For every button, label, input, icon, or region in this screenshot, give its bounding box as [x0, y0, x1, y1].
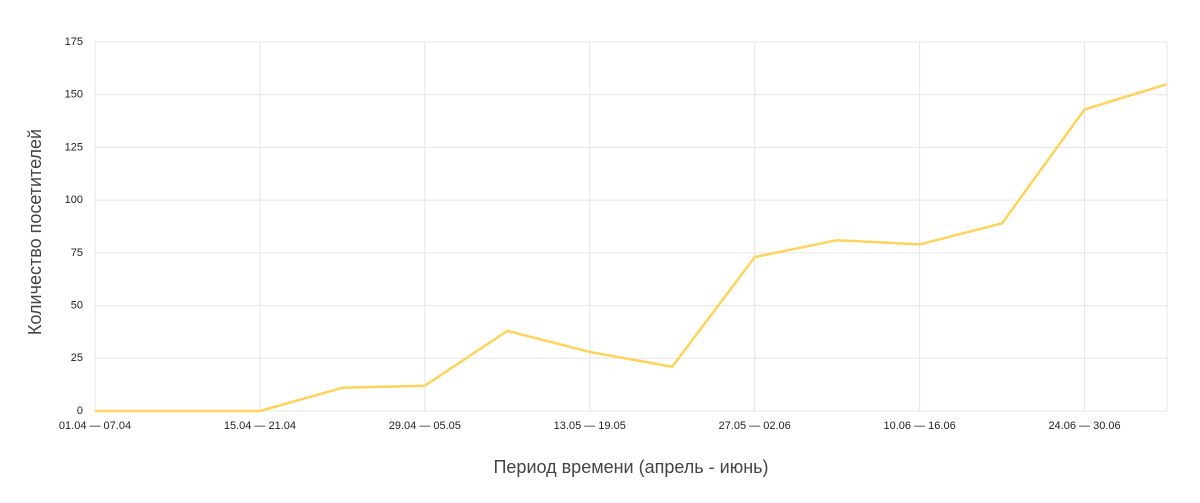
y-tick-label: 175	[65, 36, 83, 48]
y-tick-label: 75	[71, 247, 83, 259]
x-axis-title: Период времени (апрель - июнь)	[493, 457, 768, 477]
y-tick-label: 150	[65, 89, 83, 101]
x-tick-label: 27.05 — 02.06	[719, 420, 791, 432]
y-axis-title: Количество посетителей	[25, 129, 45, 335]
line	[95, 82, 1168, 413]
y-tick-label: 125	[65, 141, 83, 153]
y-tick-label: 100	[65, 194, 83, 206]
x-tick-label: 01.04 — 07.04	[59, 420, 131, 432]
x-tick-label: 15.04 — 21.04	[224, 420, 296, 432]
y-tick-label: 25	[71, 352, 83, 364]
x-tick-label: 13.05 — 19.05	[554, 420, 626, 432]
x-tick-label: 24.06 — 30.06	[1048, 420, 1120, 432]
x-tick-label: 29.04 — 05.05	[389, 420, 461, 432]
y-tick-label: 0	[77, 405, 83, 417]
y-tick-label: 50	[71, 299, 83, 311]
x-tick-label: 10.06 — 16.06	[884, 420, 956, 432]
